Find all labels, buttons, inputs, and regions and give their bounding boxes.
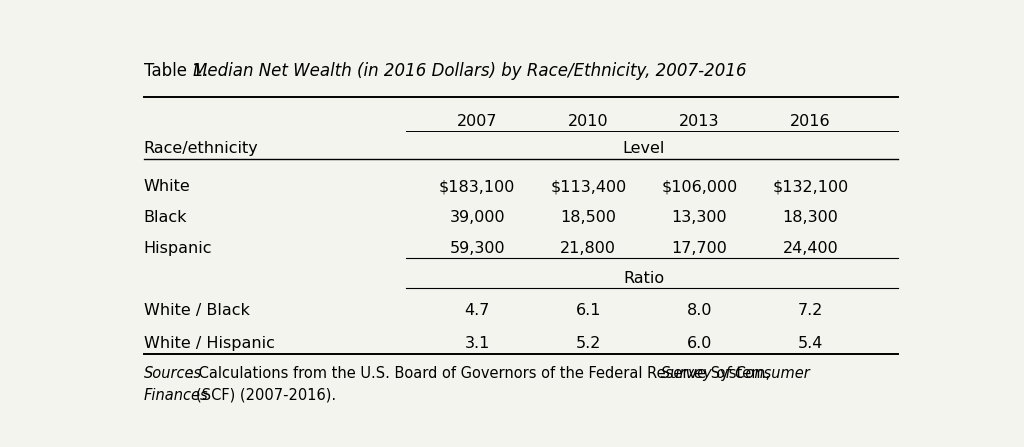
Text: 5.4: 5.4	[798, 336, 823, 351]
Text: Finances: Finances	[143, 388, 209, 402]
Text: White: White	[143, 179, 190, 194]
Text: $106,000: $106,000	[662, 179, 737, 194]
Text: 2013: 2013	[679, 114, 720, 129]
Text: 6.0: 6.0	[687, 336, 712, 351]
Text: 7.2: 7.2	[798, 303, 823, 318]
Text: 18,500: 18,500	[560, 210, 616, 225]
Text: 6.1: 6.1	[575, 303, 601, 318]
Text: (SCF) (2007-2016).: (SCF) (2007-2016).	[197, 388, 336, 402]
Text: $132,100: $132,100	[772, 179, 849, 194]
Text: 39,000: 39,000	[450, 210, 505, 225]
Text: : Calculations from the U.S. Board of Governors of the Federal Reserve System,: : Calculations from the U.S. Board of Go…	[189, 366, 775, 381]
Text: 3.1: 3.1	[465, 336, 489, 351]
Text: 59,300: 59,300	[450, 241, 505, 256]
Text: 18,300: 18,300	[782, 210, 839, 225]
Text: 2010: 2010	[568, 114, 608, 129]
Text: Median Net Wealth (in 2016 Dollars) by Race/Ethnicity, 2007-2016: Median Net Wealth (in 2016 Dollars) by R…	[194, 62, 746, 80]
Text: 2007: 2007	[457, 114, 498, 129]
Text: 4.7: 4.7	[465, 303, 489, 318]
Text: 8.0: 8.0	[687, 303, 712, 318]
Text: Survey of Consumer: Survey of Consumer	[660, 366, 809, 381]
Text: Sources: Sources	[143, 366, 202, 381]
Text: 2016: 2016	[791, 114, 830, 129]
Text: Ratio: Ratio	[624, 271, 665, 286]
Text: Table 1.: Table 1.	[143, 62, 213, 80]
Text: 21,800: 21,800	[560, 241, 616, 256]
Text: Black: Black	[143, 210, 187, 225]
Text: White / Black: White / Black	[143, 303, 250, 318]
Text: 13,300: 13,300	[672, 210, 727, 225]
Text: White / Hispanic: White / Hispanic	[143, 336, 274, 351]
Text: Hispanic: Hispanic	[143, 241, 212, 256]
Text: Race/ethnicity: Race/ethnicity	[143, 141, 259, 156]
Text: $113,400: $113,400	[550, 179, 627, 194]
Text: 17,700: 17,700	[672, 241, 727, 256]
Text: 5.2: 5.2	[575, 336, 601, 351]
Text: 24,400: 24,400	[782, 241, 839, 256]
Text: $183,100: $183,100	[439, 179, 515, 194]
Text: Level: Level	[623, 141, 665, 156]
